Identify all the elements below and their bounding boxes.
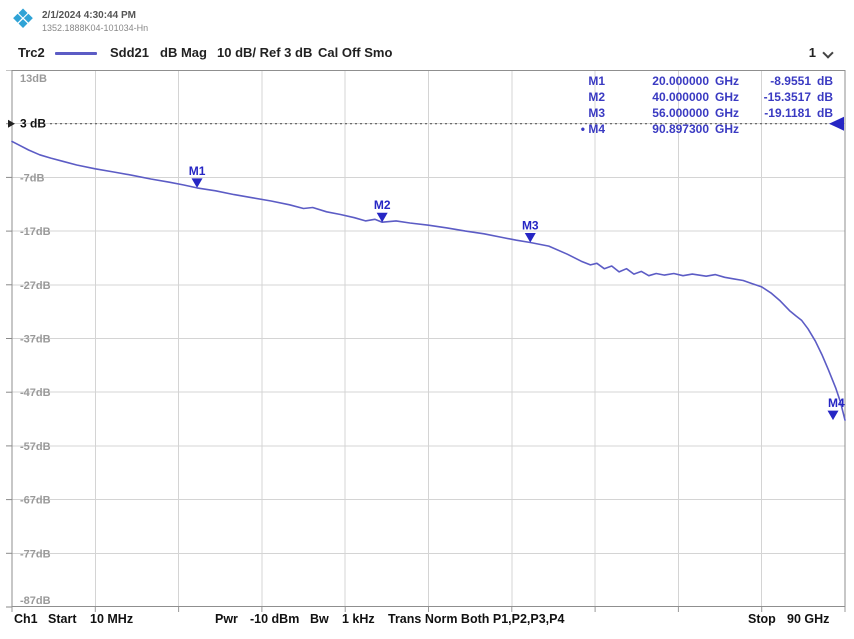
marker-name: M1: [588, 74, 605, 88]
header-datetime: 2/1/2024 4:30:44 PM: [42, 10, 136, 21]
trace-color-sample: [55, 52, 97, 55]
ref-level-left-arrow-icon: [8, 119, 15, 128]
marker-m2-label: M2: [374, 198, 391, 212]
y-axis-label: -17dB: [20, 226, 51, 238]
marker-frequency: 40.000000: [652, 90, 709, 104]
marker-value-unit: dB: [817, 106, 833, 120]
power-value[interactable]: -10 dBm: [250, 612, 300, 626]
trace-scale[interactable]: 10 dB/ Ref 3 dB: [217, 45, 313, 60]
marker-value: -8.9551: [770, 74, 811, 88]
y-axis-label: -47dB: [20, 387, 51, 399]
marker-frequency: 56.000000: [652, 106, 709, 120]
ref-level-right-arrow-icon[interactable]: [829, 116, 844, 131]
marker-value-unit: dB: [817, 74, 833, 88]
marker-frequency-unit: GHz: [715, 122, 739, 136]
ref-level-label: 3 dB: [20, 117, 46, 131]
marker-m2-triangle-icon[interactable]: [376, 212, 388, 223]
marker-m3-label: M3: [522, 218, 539, 232]
header-device-id: 1352.1888K04-101034-Hn: [42, 23, 149, 33]
marker-readout-table: M1 20.000000 GHz -8.9551 dB M2 40.000000 GHz -15…: [565, 73, 841, 137]
marker-name: • M4: [580, 122, 605, 136]
channel-label[interactable]: Ch1: [14, 612, 38, 626]
trace-cal-flags: Cal Off Smo: [318, 45, 393, 60]
marker-frequency: 90.897300: [652, 122, 709, 136]
y-axis-label: -77dB: [20, 548, 51, 560]
marker-m4-triangle-icon[interactable]: [827, 410, 839, 421]
trace-curve: [11, 140, 846, 421]
start-freq-value[interactable]: 10 MHz: [90, 612, 134, 626]
marker-value: -19.1181: [764, 106, 811, 120]
marker-frequency-unit: GHz: [715, 90, 739, 104]
marker-readout-row: M2 40.000000 GHz -15.3517 dB: [565, 89, 841, 105]
marker-readout-row: M1 20.000000 GHz -8.9551 dB: [565, 73, 841, 89]
marker-frequency-unit: GHz: [715, 106, 739, 120]
marker-frequency-unit: GHz: [715, 74, 739, 88]
marker-value: -15.3517: [763, 90, 811, 104]
marker-m1-label: M1: [189, 164, 206, 178]
marker-frequency: 20.000000: [652, 74, 709, 88]
y-axis-label: -7dB: [20, 172, 45, 184]
bandwidth-value[interactable]: 1 kHz: [342, 612, 375, 626]
chevron-down-icon[interactable]: [824, 49, 832, 57]
start-freq-label[interactable]: Start: [48, 612, 77, 626]
y-axis-label: -27dB: [20, 280, 51, 292]
y-axis-label: -67dB: [20, 495, 51, 507]
diagram-area: 13dB 3 dB -7dB -17dB -27dB -37dB -47dB -57dB -67…: [6, 70, 846, 612]
marker-m3-triangle-icon[interactable]: [524, 232, 536, 243]
bandwidth-label[interactable]: Bw: [310, 612, 329, 626]
power-label[interactable]: Pwr: [215, 612, 238, 626]
window-number[interactable]: 1: [808, 45, 816, 60]
stop-freq-label[interactable]: Stop: [748, 612, 776, 626]
marker-readout-row: • M4 90.897300 GHz: [565, 121, 841, 137]
trace-name[interactable]: Trc2: [18, 45, 45, 60]
rohde-schwarz-logo-icon: ❖: [10, 4, 36, 34]
marker-readout-row: M3 56.000000 GHz -19.1181 dB: [565, 105, 841, 121]
marker-name: M2: [588, 90, 605, 104]
marker-m4-label: M4: [828, 396, 845, 410]
stop-freq-value[interactable]: 90 GHz: [787, 612, 830, 626]
y-axis-label: -57dB: [20, 441, 51, 453]
y-axis-label: -87dB: [20, 595, 51, 607]
trace-parameter[interactable]: Sdd21: [110, 45, 150, 60]
trace-format[interactable]: dB Mag: [160, 45, 207, 60]
marker-value-unit: [811, 121, 841, 137]
marker-value: [745, 121, 811, 137]
y-axis-label: 13dB: [20, 73, 47, 85]
cal-trans-norm-status[interactable]: Trans Norm Both P1,P2,P3,P4: [388, 612, 565, 626]
marker-value-unit: dB: [817, 90, 833, 104]
y-axis-label: -37dB: [20, 334, 51, 346]
marker-m1-triangle-icon[interactable]: [191, 178, 203, 188]
marker-name: M3: [588, 106, 605, 120]
